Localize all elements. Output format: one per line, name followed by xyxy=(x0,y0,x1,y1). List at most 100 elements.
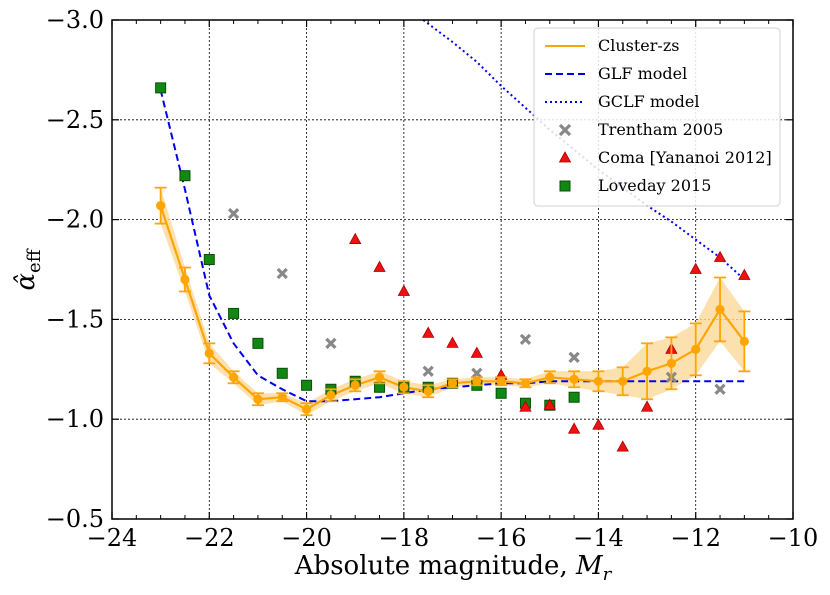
legend-label-trentham-2005: Trentham 2005 xyxy=(598,120,723,139)
trentham-2005-point xyxy=(568,351,580,363)
coma-yananoi-2012-point xyxy=(470,346,483,358)
loveday-2015-point xyxy=(228,307,240,319)
trentham-2005-point xyxy=(422,365,434,377)
coma-yananoi-2012-point xyxy=(713,250,727,262)
trentham-2005-point xyxy=(471,367,483,379)
x-axis-title-text: Absolute magnitude, xyxy=(294,551,576,581)
cluster-zs-point xyxy=(618,376,628,386)
coma-yananoi-2012-point xyxy=(397,284,411,296)
legend: Cluster-zs GLF model GCLF model Trentham… xyxy=(533,27,781,207)
cluster-zs-point xyxy=(593,376,604,386)
legend-item-trentham-2005: Trentham 2005 xyxy=(558,120,723,139)
coma-yananoi-2012-point xyxy=(616,440,629,452)
coma-yananoi-2012-point xyxy=(738,268,751,280)
legend-label-glf-model: GLF model xyxy=(598,64,687,83)
axis-ticks xyxy=(111,19,794,520)
trentham-2005-point xyxy=(714,383,726,395)
y-tick-label: −1.5 xyxy=(46,305,104,333)
coma-yananoi-2012-point xyxy=(640,400,654,412)
cluster-zs-point xyxy=(545,372,555,382)
cluster-zs-point xyxy=(423,386,433,396)
legend-swatch-trentham-2005 xyxy=(558,123,572,137)
cluster-zs-point xyxy=(374,372,385,382)
coma-yananoi-2012-point xyxy=(446,336,459,348)
x-axis-title-symbol: M xyxy=(575,551,604,581)
cluster-zs-point xyxy=(156,201,166,211)
cluster-zs-point xyxy=(277,392,287,402)
legend-item-glf-model: GLF model xyxy=(545,64,687,83)
legend-swatch-coma-yananoi-2012 xyxy=(558,151,572,163)
cluster-zs-point xyxy=(399,382,409,392)
y-tick-label: −0.5 xyxy=(46,505,104,533)
loveday-2015-point xyxy=(276,367,288,379)
x-tick-label: −24 xyxy=(87,524,138,552)
cluster-zs-point xyxy=(253,394,263,404)
trentham-2005-point xyxy=(276,267,288,280)
cluster-zs-point xyxy=(520,378,531,388)
legend-item-loveday-2015: Loveday 2015 xyxy=(559,176,711,195)
trentham-2005-point xyxy=(227,207,240,220)
cluster-zs-point xyxy=(301,404,312,414)
cluster-zs-point xyxy=(569,374,579,384)
legend-label-loveday-2015: Loveday 2015 xyxy=(598,176,711,195)
legend-item-coma-yananoi-2012: Coma [Yananoi 2012] xyxy=(558,148,772,167)
y-tick-label: −1.0 xyxy=(46,405,104,433)
legend-label-coma-yananoi-2012: Coma [Yananoi 2012] xyxy=(598,148,772,167)
y-tick-label: −3.0 xyxy=(46,6,104,34)
legend-label-gclf-model: GCLF model xyxy=(598,92,699,111)
cluster-zs-point xyxy=(472,376,482,386)
coma-yananoi-2012-point xyxy=(422,326,435,338)
tick-labels: −24 −22 −20 −18 −16 −14 −12 −10 −3.0 −2.5 −2.0 −1.5… xyxy=(46,6,819,552)
loveday-2015-point xyxy=(252,337,264,349)
cluster-zs-point xyxy=(229,372,239,382)
legend-item-gclf-model: GCLF model xyxy=(545,92,699,111)
x-tick-label: −14 xyxy=(573,524,624,552)
coma-yananoi-2012-point xyxy=(543,398,556,410)
legend-box xyxy=(533,27,781,207)
cluster-zs-point xyxy=(180,274,190,285)
y-axis-title-subscript: eff xyxy=(24,248,45,273)
legend-item-cluster-zs: Cluster-zs xyxy=(545,36,679,55)
x-tick-label: −12 xyxy=(670,524,721,552)
cluster-zs-point xyxy=(496,376,506,386)
coma-yananoi-2012-point xyxy=(373,260,386,272)
coma-yananoi-2012-point xyxy=(567,422,581,434)
loveday-2015-point xyxy=(495,387,507,399)
cluster-zs-point xyxy=(447,378,458,388)
x-tick-label: −20 xyxy=(281,524,332,552)
x-tick-label: −16 xyxy=(476,524,527,552)
legend-label-cluster-zs: Cluster-zs xyxy=(598,36,679,55)
cluster-zs-point xyxy=(350,380,360,390)
coma-yananoi-2012-point xyxy=(592,418,605,430)
x-tick-label: −10 xyxy=(768,524,819,552)
coma-yananoi-2012-point xyxy=(349,232,362,244)
trentham-2005-point xyxy=(519,333,532,345)
cluster-zs-point xyxy=(642,366,652,376)
trentham-2005-point xyxy=(325,337,337,349)
cluster-zs-point xyxy=(691,344,701,354)
gclf-model-line xyxy=(422,20,746,281)
x-axis-title: Absolute magnitude, Mr xyxy=(294,551,613,585)
coma-yananoi-2012-point xyxy=(519,400,532,412)
x-tick-label: −22 xyxy=(184,524,235,552)
y-tick-label: −2.5 xyxy=(46,106,104,134)
x-tick-label: −18 xyxy=(379,524,430,552)
cluster-zs-point xyxy=(739,336,749,346)
data-markers xyxy=(154,82,751,452)
cluster-zs-point xyxy=(326,390,336,400)
loveday-2015-point xyxy=(179,170,191,182)
y-axis-title-symbol: α̂ xyxy=(11,273,41,291)
loveday-2015-point xyxy=(203,254,215,266)
cluster-zs-point xyxy=(204,348,214,358)
cluster-zs-point xyxy=(666,358,676,368)
loveday-2015-point xyxy=(301,379,313,391)
legend-swatch-loveday-2015 xyxy=(559,180,571,192)
y-axis-title: α̂eff xyxy=(11,248,45,290)
loveday-2015-point xyxy=(568,391,580,403)
cluster-zs-point xyxy=(715,304,725,315)
coma-yananoi-2012-point xyxy=(689,262,702,274)
x-axis-title-subscript: r xyxy=(603,564,613,585)
y-tick-label: −2.0 xyxy=(46,206,104,234)
loveday-2015-point xyxy=(155,82,167,94)
